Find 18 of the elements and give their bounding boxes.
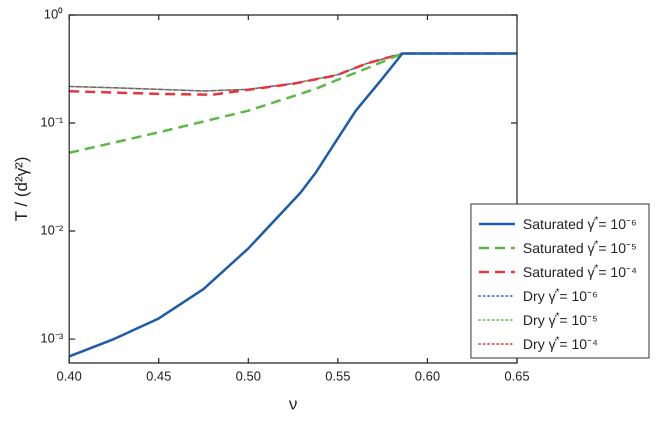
y-axis-title: T / (d²γ̇²) (12, 156, 31, 222)
x-tick-label: 0.65 (504, 368, 530, 384)
x-tick-label: 0.45 (146, 368, 172, 384)
y-tick-label: 10⁰ (44, 6, 64, 22)
legend-label: Saturated γ̇*= 10⁻⁴ (522, 262, 638, 280)
legend-label: Dry γ̇*= 10⁻⁴ (522, 334, 598, 352)
y-tick-label: 10⁻² (40, 222, 64, 238)
x-tick-label: 0.55 (325, 368, 351, 384)
x-tick-label: 0.40 (56, 368, 82, 384)
y-tick-label: 10⁻¹ (40, 114, 64, 130)
legend-label: Saturated γ̇*= 10⁻⁵ (522, 238, 637, 256)
legend-label: Saturated γ̇*= 10⁻⁶ (522, 214, 637, 232)
legend-label: Dry γ̇*= 10⁻⁵ (522, 310, 598, 328)
x-tick-label: 0.50 (236, 368, 261, 384)
x-tick-label: 0.60 (414, 368, 440, 384)
legend-label: Dry γ̇*= 10⁻⁶ (522, 286, 598, 304)
y-tick-label: 10⁻³ (40, 330, 64, 346)
x-axis-title: ν (288, 394, 298, 414)
